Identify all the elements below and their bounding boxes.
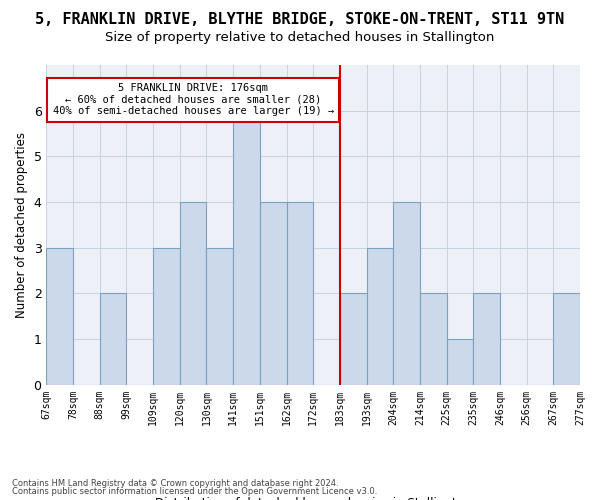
Text: 5 FRANKLIN DRIVE: 176sqm
← 60% of detached houses are smaller (28)
40% of semi-d: 5 FRANKLIN DRIVE: 176sqm ← 60% of detach… bbox=[53, 84, 334, 116]
Bar bbox=[340, 294, 367, 385]
Bar bbox=[153, 248, 180, 385]
Bar bbox=[180, 202, 206, 385]
Bar bbox=[420, 294, 446, 385]
Text: Size of property relative to detached houses in Stallington: Size of property relative to detached ho… bbox=[106, 31, 494, 44]
Text: Contains HM Land Registry data © Crown copyright and database right 2024.: Contains HM Land Registry data © Crown c… bbox=[12, 478, 338, 488]
Bar bbox=[473, 294, 500, 385]
Bar bbox=[446, 339, 473, 385]
Bar bbox=[260, 202, 287, 385]
Bar bbox=[393, 202, 420, 385]
Bar bbox=[206, 248, 233, 385]
Bar bbox=[233, 110, 260, 385]
X-axis label: Distribution of detached houses by size in Stallington: Distribution of detached houses by size … bbox=[155, 497, 472, 500]
Y-axis label: Number of detached properties: Number of detached properties bbox=[15, 132, 28, 318]
Bar bbox=[367, 248, 393, 385]
Bar bbox=[553, 294, 580, 385]
Bar bbox=[100, 294, 127, 385]
Bar bbox=[287, 202, 313, 385]
Text: 5, FRANKLIN DRIVE, BLYTHE BRIDGE, STOKE-ON-TRENT, ST11 9TN: 5, FRANKLIN DRIVE, BLYTHE BRIDGE, STOKE-… bbox=[35, 12, 565, 27]
Bar bbox=[46, 248, 73, 385]
Text: Contains public sector information licensed under the Open Government Licence v3: Contains public sector information licen… bbox=[12, 487, 377, 496]
